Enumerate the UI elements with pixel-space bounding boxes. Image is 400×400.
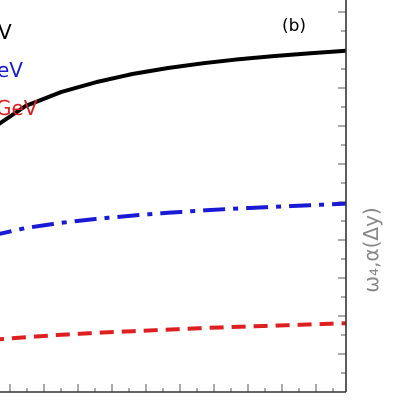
series-layer bbox=[0, 48, 347, 342]
axis-ticks bbox=[9, 11, 346, 392]
series-line-2 bbox=[0, 321, 347, 342]
legend-label-red: GeV bbox=[0, 96, 38, 120]
series-line-1 bbox=[0, 201, 347, 236]
legend-label-blue: eV bbox=[0, 58, 23, 82]
y-axis-label: ω₄,α(Δy) bbox=[359, 207, 383, 292]
legend-label-black: V bbox=[0, 20, 12, 44]
panel-label: (b) bbox=[282, 16, 306, 36]
series-line-0 bbox=[0, 48, 347, 126]
